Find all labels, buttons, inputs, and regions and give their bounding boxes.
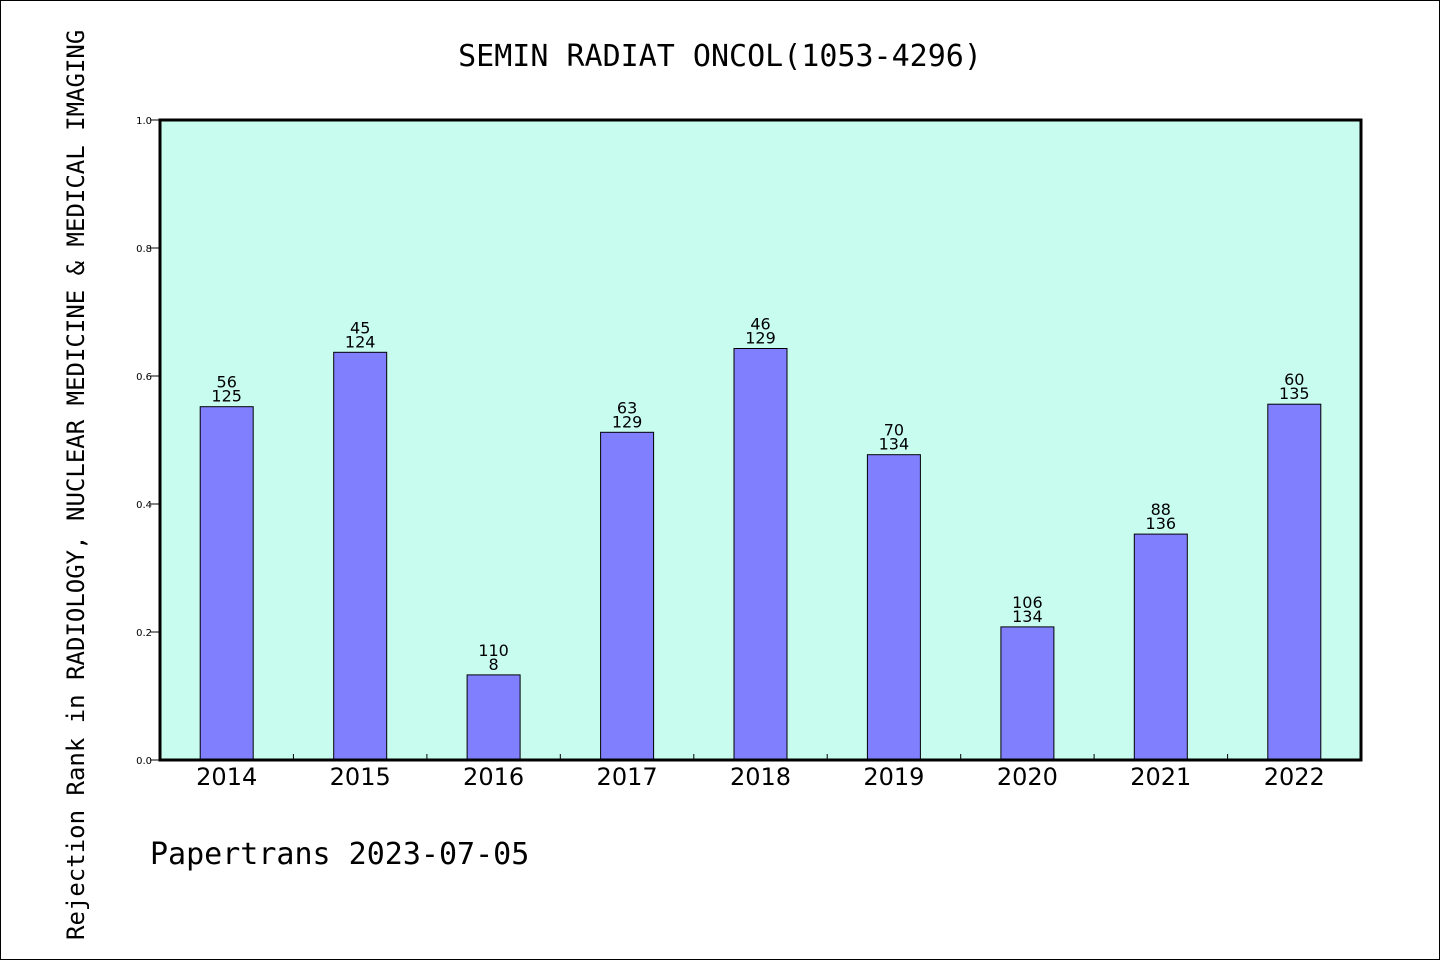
bar-2017 [600,431,655,761]
bar-label-top: 46 [750,315,770,334]
bar-label-top: 88 [1151,500,1171,519]
bar-2021 [1133,533,1188,761]
bar-label-bottom: 134 [1012,607,1043,626]
bar-2015 [333,351,388,761]
bar-2018 [733,348,788,761]
x-tick-label: 2021 [1130,763,1191,791]
bar-label-bottom: 135 [1279,384,1310,403]
x-tick-label: 2016 [463,763,524,791]
y-tick-label: 0.8 [136,244,152,255]
bar-label-bottom: 124 [345,332,376,351]
bar-2016 [466,674,521,761]
chart-title: SEMIN RADIAT ONCOL(1053-4296) [458,39,982,74]
bar-label-top: 63 [617,398,637,417]
bar-label-top: 45 [350,318,370,337]
bar-label-bottom: 129 [745,329,776,348]
bar-label-bottom: 136 [1146,514,1177,533]
y-ticks-layer: 0.0 0.2 0.4 0.6 0.8 1.0 [136,116,160,767]
bar-label-top: 106 [1012,593,1043,612]
y-axis-label: Rejection Rank in RADIOLOGY, NUCLEAR MED… [62,30,90,940]
data-labels-layer: 5612545124110863129461297013410613488136… [211,315,1309,674]
y-tick-label: 0.4 [136,500,152,511]
bar-label-bottom: 8 [489,655,499,674]
y-tick-label: 0.6 [136,372,152,383]
x-tick-label: 2017 [597,763,658,791]
bar-label-top: 70 [884,421,904,440]
bar-label-bottom: 129 [612,412,643,431]
bar-2019 [866,454,921,761]
watermark-text: Papertrans 2023-07-05 [150,837,529,872]
bar-label-bottom: 134 [879,435,910,454]
x-tick-label: 2018 [730,763,791,791]
bars-layer [199,348,1322,761]
bar-label-top: 110 [478,641,509,660]
bar-2022 [1267,403,1322,761]
x-tick-label: 2015 [330,763,391,791]
plot-border [158,118,1363,762]
x-tick-label: 2019 [863,763,924,791]
y-tick-label: 1.0 [136,116,152,127]
bar-2014 [199,406,254,761]
x-tick-label: 2020 [997,763,1058,791]
y-tick-label: 0.0 [136,756,152,767]
bar-label-top: 56 [217,373,237,392]
bar-label-top: 60 [1284,370,1304,389]
bar-2020 [1000,626,1055,761]
y-tick-label: 0.2 [136,628,152,639]
bar-label-bottom: 125 [211,387,242,406]
x-tick-label: 2022 [1264,763,1325,791]
x-tick-label: 2014 [196,763,257,791]
x-ticks-layer: 2014 2015 2016 2017 2018 2019 2020 2021 2022 [196,754,1325,791]
